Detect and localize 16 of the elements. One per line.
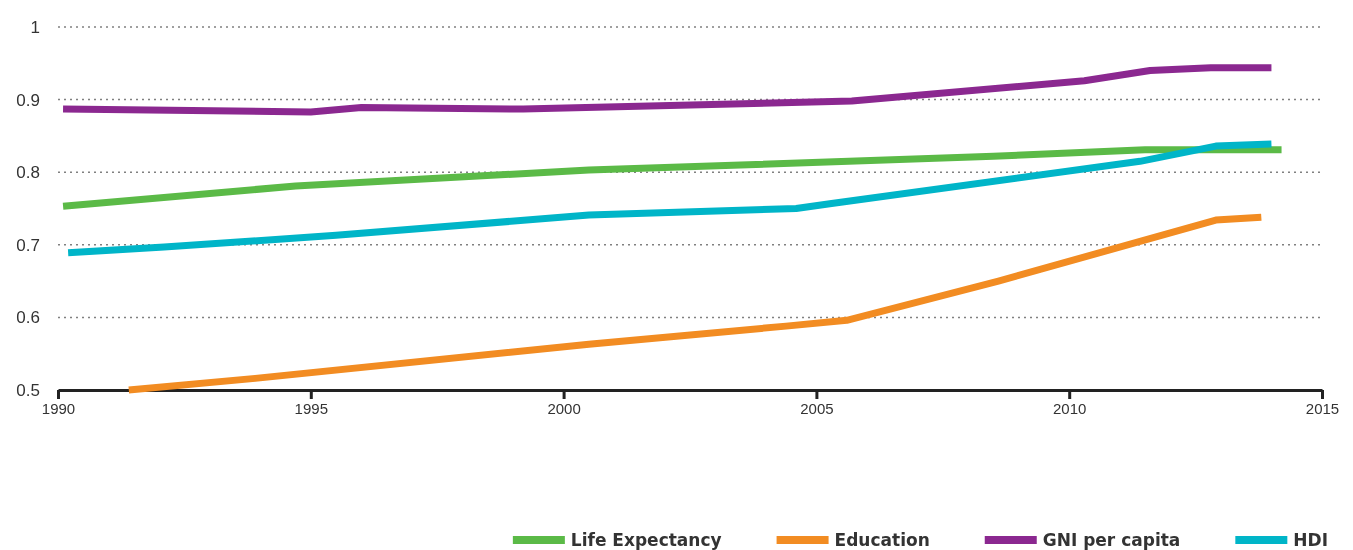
legend-label: Education [834, 530, 930, 550]
y-tick-label: 0.9 [16, 90, 40, 110]
x-tick-label: 1990 [41, 399, 76, 417]
x-tick-label: 2000 [547, 399, 581, 417]
y-tick-label: 0.7 [16, 235, 40, 255]
legend-label: HDI [1293, 530, 1328, 550]
y-tick-label: 0.8 [16, 163, 40, 183]
x-tick-label: 2005 [800, 399, 834, 417]
x-tick-label: 2015 [1305, 399, 1340, 417]
x-tick-label: 1995 [294, 399, 328, 417]
x-tick-label: 2010 [1053, 399, 1087, 417]
y-tick-label: 0.5 [16, 380, 40, 400]
legend-label: Life Expectancy [570, 530, 722, 550]
legend-label: GNI per capita [1042, 530, 1181, 550]
y-tick-label: 0.6 [16, 308, 40, 328]
y-tick-label: 1 [30, 17, 40, 37]
